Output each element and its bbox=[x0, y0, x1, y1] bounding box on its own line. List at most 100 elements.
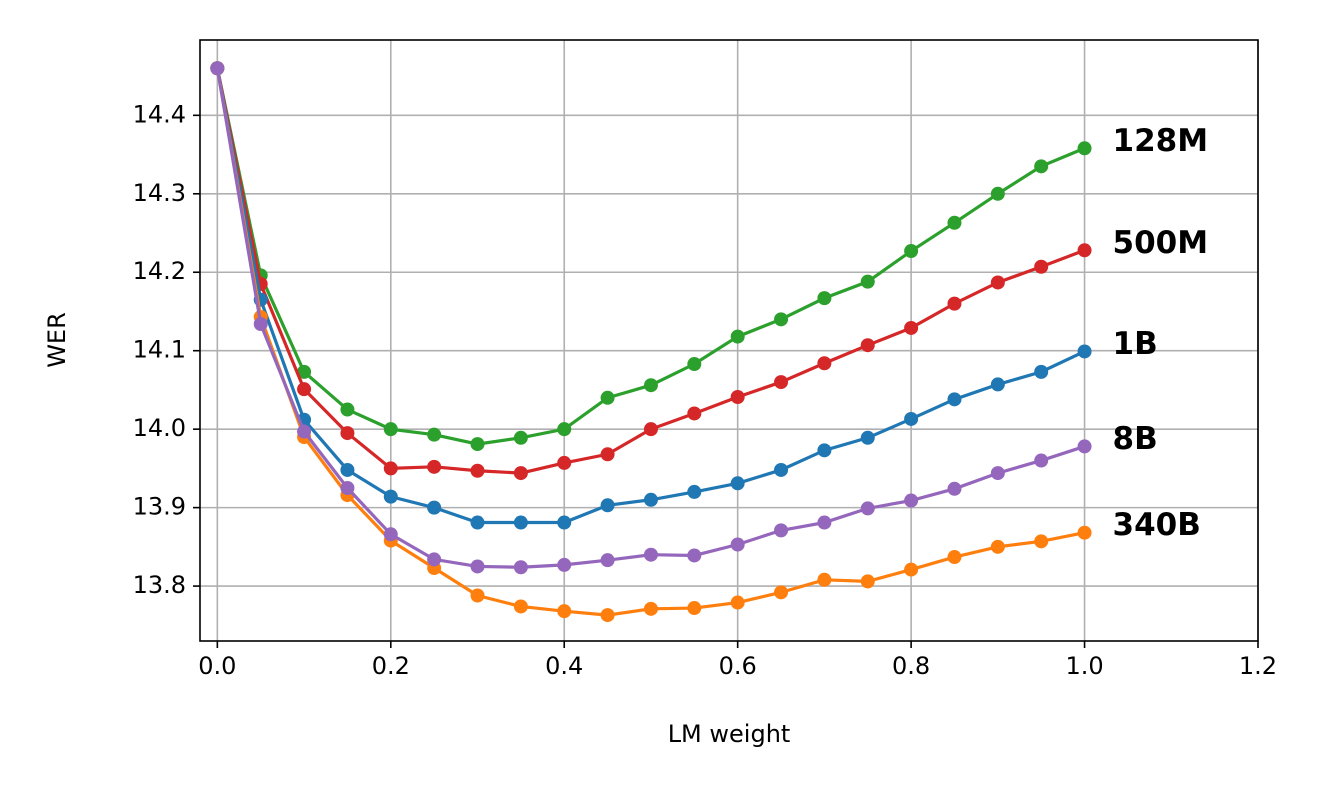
data-point bbox=[210, 61, 225, 76]
data-point bbox=[600, 553, 615, 568]
data-point bbox=[947, 215, 962, 230]
data-point bbox=[557, 557, 572, 572]
x-tick-label: 1.0 bbox=[1065, 652, 1103, 680]
data-point bbox=[470, 437, 485, 452]
data-point bbox=[297, 382, 312, 397]
data-point bbox=[643, 601, 658, 616]
data-point bbox=[817, 356, 832, 371]
series-label: 8B bbox=[1113, 421, 1158, 457]
y-tick-label: 13.8 bbox=[133, 571, 186, 599]
data-point bbox=[1034, 159, 1049, 174]
data-point bbox=[774, 462, 789, 477]
series-label: 340B bbox=[1113, 507, 1201, 543]
data-point bbox=[470, 463, 485, 478]
data-point bbox=[687, 601, 702, 616]
data-point bbox=[513, 515, 528, 530]
data-point bbox=[1077, 141, 1092, 156]
series-line bbox=[215, 67, 1085, 617]
data-point bbox=[1077, 243, 1092, 258]
data-point bbox=[513, 430, 528, 445]
data-point bbox=[470, 588, 485, 603]
data-point bbox=[557, 455, 572, 470]
data-point bbox=[340, 462, 355, 477]
y-axis-label: WER bbox=[43, 312, 71, 368]
data-point bbox=[774, 375, 789, 390]
data-point bbox=[687, 357, 702, 372]
data-point bbox=[774, 312, 789, 327]
data-point bbox=[990, 539, 1005, 554]
x-tick-label: 0.8 bbox=[892, 652, 930, 680]
y-tick-label: 14.0 bbox=[133, 414, 186, 442]
data-point bbox=[687, 484, 702, 499]
data-point bbox=[904, 562, 919, 577]
data-point bbox=[557, 604, 572, 619]
data-point bbox=[817, 572, 832, 587]
data-point bbox=[774, 523, 789, 538]
data-point bbox=[860, 430, 875, 445]
data-point bbox=[383, 489, 398, 504]
data-point bbox=[557, 515, 572, 530]
data-point bbox=[904, 493, 919, 508]
data-point bbox=[383, 422, 398, 437]
plot-frame bbox=[199, 39, 1259, 642]
data-point bbox=[340, 481, 355, 496]
data-point bbox=[600, 608, 615, 623]
data-point bbox=[990, 186, 1005, 201]
data-point bbox=[600, 390, 615, 405]
data-point bbox=[990, 275, 1005, 290]
data-point bbox=[730, 595, 745, 610]
data-point bbox=[947, 296, 962, 311]
data-point bbox=[643, 378, 658, 393]
data-point bbox=[730, 537, 745, 552]
data-point bbox=[340, 426, 355, 441]
data-point bbox=[470, 559, 485, 574]
data-point bbox=[947, 481, 962, 496]
data-point bbox=[947, 392, 962, 407]
data-point bbox=[383, 461, 398, 476]
data-point bbox=[817, 515, 832, 530]
data-point bbox=[1034, 364, 1049, 379]
data-point bbox=[817, 291, 832, 306]
data-point bbox=[297, 424, 312, 439]
series-line bbox=[215, 67, 1086, 525]
data-point bbox=[730, 329, 745, 344]
data-point bbox=[860, 501, 875, 516]
data-point bbox=[1034, 534, 1049, 549]
data-point bbox=[427, 552, 442, 567]
data-point bbox=[860, 274, 875, 289]
series-label: 128M bbox=[1113, 123, 1209, 159]
data-point bbox=[513, 599, 528, 614]
data-point bbox=[947, 550, 962, 565]
data-point bbox=[557, 422, 572, 437]
data-point bbox=[513, 466, 528, 481]
data-point bbox=[1034, 259, 1049, 274]
x-tick-label: 0.4 bbox=[545, 652, 583, 680]
data-point bbox=[297, 364, 312, 379]
data-point bbox=[427, 427, 442, 442]
series-label: 1B bbox=[1113, 326, 1158, 362]
data-point bbox=[427, 459, 442, 474]
data-point bbox=[990, 466, 1005, 481]
series-label: 500M bbox=[1113, 225, 1209, 261]
x-tick-label: 0.2 bbox=[372, 652, 410, 680]
data-point bbox=[253, 317, 268, 332]
data-point bbox=[427, 500, 442, 515]
data-point bbox=[643, 492, 658, 507]
x-tick-label: 1.2 bbox=[1239, 652, 1277, 680]
x-axis-label: LM weight bbox=[668, 720, 791, 748]
data-point bbox=[860, 338, 875, 353]
y-tick-label: 13.9 bbox=[133, 493, 186, 521]
data-point bbox=[600, 447, 615, 462]
data-point bbox=[470, 515, 485, 530]
data-point bbox=[730, 389, 745, 404]
data-point bbox=[1077, 344, 1092, 359]
y-tick-label: 14.2 bbox=[133, 257, 186, 285]
data-point bbox=[687, 406, 702, 421]
data-point bbox=[860, 574, 875, 589]
data-point bbox=[1077, 439, 1092, 454]
data-point bbox=[687, 548, 702, 563]
data-point bbox=[1034, 453, 1049, 468]
data-point bbox=[817, 443, 832, 458]
data-point bbox=[643, 547, 658, 562]
data-point bbox=[383, 527, 398, 542]
